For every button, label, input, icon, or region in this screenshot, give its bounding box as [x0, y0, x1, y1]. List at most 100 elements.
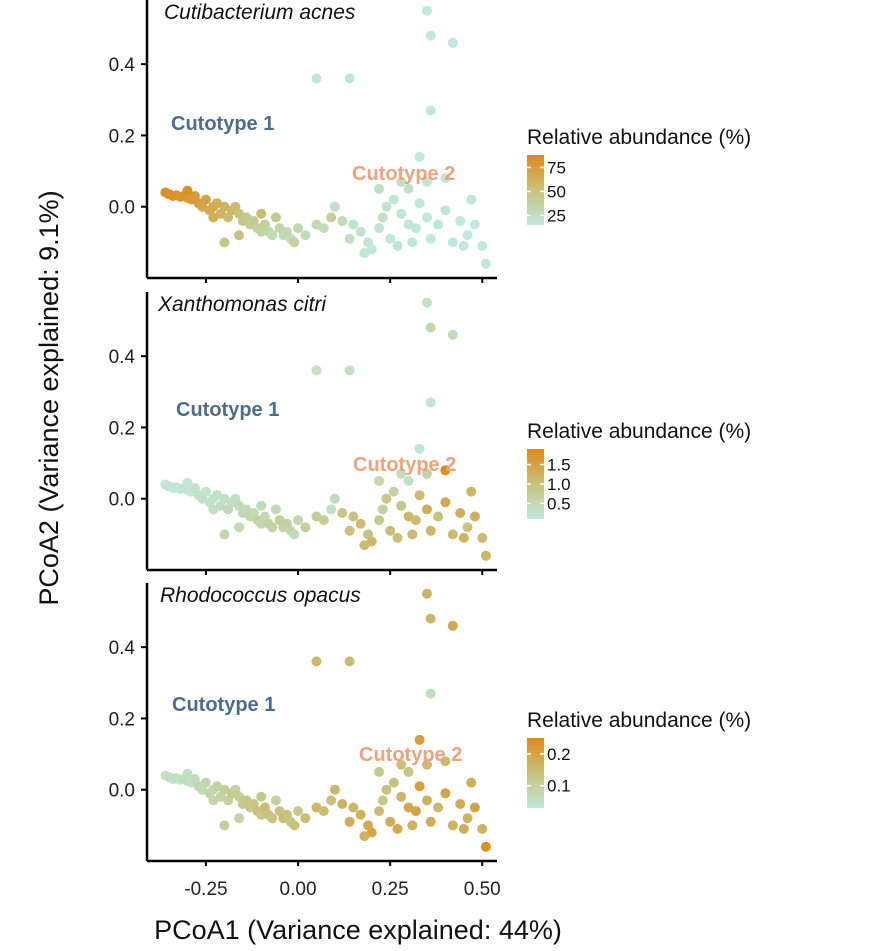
data-point: [318, 223, 329, 234]
data-point: [414, 443, 425, 454]
data-point: [480, 841, 491, 852]
legend-tick-label: 25: [547, 206, 566, 225]
y-tick-label: 0.2: [109, 126, 135, 147]
cutotype-label-2: Cutotype 2: [353, 454, 456, 476]
data-point: [396, 759, 407, 770]
data-point: [318, 806, 329, 817]
data-point: [410, 223, 421, 234]
data-point: [374, 515, 385, 526]
data-point: [425, 322, 436, 333]
legend-tick-label: 1.5: [547, 456, 571, 475]
data-point: [355, 518, 366, 529]
data-point: [469, 219, 480, 230]
data-point: [374, 223, 385, 234]
data-point: [381, 784, 392, 795]
data-point: [407, 529, 418, 540]
data-point: [407, 237, 418, 248]
data-point: [447, 329, 458, 340]
y-tick-label: 0.4: [109, 347, 136, 368]
panel-title: Xanthomonas citri: [157, 293, 327, 316]
data-point: [455, 216, 466, 226]
cutotype-label-1: Cutotype 1: [176, 399, 279, 421]
data-point: [385, 816, 396, 827]
data-point: [326, 504, 337, 515]
data-point: [208, 212, 219, 223]
y-tick-label: 0.0: [109, 198, 135, 219]
data-point: [425, 30, 436, 41]
data-point: [458, 532, 469, 543]
data-point: [447, 37, 458, 48]
cutotype-label-2: Cutotype 2: [352, 163, 455, 185]
data-point: [318, 515, 329, 526]
data-point: [219, 820, 230, 831]
data-point: [344, 816, 355, 827]
data-point: [377, 212, 388, 223]
data-point: [414, 490, 425, 501]
data-point: [267, 522, 278, 533]
panel-cutibacterium-acnes: 0.0 0.2 0.4 Cutibacterium acnes Cutotype 1 Cu…: [109, 0, 751, 283]
data-point: [403, 475, 414, 486]
data-point: [466, 486, 477, 497]
data-point: [425, 233, 436, 244]
data-point: [267, 813, 278, 824]
data-point: [392, 240, 403, 251]
y-tick-label: 0.4: [109, 55, 136, 76]
data-point: [329, 493, 340, 504]
data-point: [270, 212, 281, 223]
data-point: [326, 795, 337, 806]
data-point: [270, 504, 281, 515]
data-point: [396, 176, 407, 187]
x-tick-label: -0.25: [184, 879, 227, 900]
data-point: [458, 240, 469, 251]
panel-rhodococcus-opacus: 0.0 0.2 0.4 Rhodococcus opacus Cutotype 1 Cut…: [109, 583, 751, 866]
data-point: [440, 173, 451, 184]
data-point: [311, 73, 322, 84]
data-point: [182, 185, 193, 196]
data-point: [462, 813, 473, 824]
data-point: [477, 823, 488, 834]
data-point: [385, 525, 396, 536]
data-point: [440, 465, 451, 476]
data-point: [344, 525, 355, 536]
data-point: [219, 237, 230, 248]
data-point: [433, 219, 444, 230]
data-point: [359, 831, 370, 842]
cutotype-label-1: Cutotype 1: [172, 694, 275, 716]
data-point: [348, 802, 359, 813]
legend-title: Relative abundance (%): [527, 126, 751, 149]
data-point: [182, 768, 193, 779]
data-point: [208, 504, 219, 515]
data-point: [374, 766, 385, 777]
data-point: [344, 365, 355, 376]
panel-xanthomonas-citri: 0.0 0.2 0.4 Xanthomonas citri Cutotype 1 Cuto…: [109, 292, 751, 575]
data-point: [311, 656, 322, 667]
data-point: [447, 529, 458, 540]
data-point: [348, 219, 359, 230]
data-point: [425, 105, 436, 116]
data-point: [234, 230, 245, 241]
data-point: [337, 508, 348, 518]
y-tick-label: 0.0: [109, 490, 135, 511]
data-point: [422, 795, 432, 806]
data-point: [355, 226, 366, 237]
data-point: [403, 766, 414, 777]
data-point: [256, 791, 267, 802]
cutotype-label-1: Cutotype 1: [171, 113, 274, 135]
data-point: [425, 397, 436, 408]
data-point: [293, 806, 304, 817]
data-point: [480, 258, 491, 269]
data-point: [466, 194, 477, 205]
data-point: [381, 201, 392, 212]
data-point: [425, 688, 436, 699]
data-point: [377, 795, 388, 806]
data-point: [455, 508, 466, 518]
data-point: [422, 504, 432, 515]
data-point: [414, 734, 425, 745]
data-point: [440, 497, 451, 508]
data-point: [422, 759, 432, 770]
data-point: [396, 500, 407, 511]
data-point: [344, 656, 355, 667]
data-point: [422, 5, 432, 16]
legend-tick-label: 75: [547, 158, 566, 177]
y-tick-label: 0.2: [109, 418, 135, 439]
